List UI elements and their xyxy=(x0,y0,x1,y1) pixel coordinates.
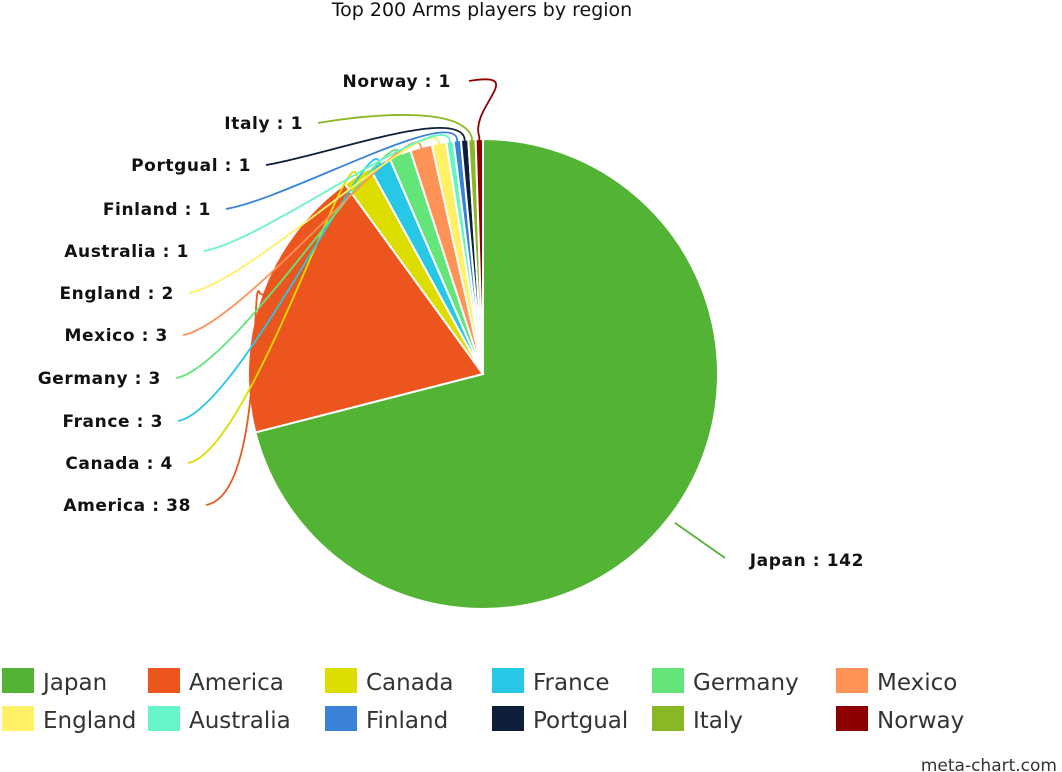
slice-label-canada: Canada : 4 xyxy=(65,454,173,474)
legend-swatch-finland xyxy=(325,706,357,731)
legend-label-england: England xyxy=(43,708,136,734)
slice-label-germany: Germany : 3 xyxy=(38,369,161,389)
leader-line-japan xyxy=(674,522,726,559)
watermark: meta-chart.com xyxy=(921,756,1057,772)
legend-swatch-france xyxy=(492,668,524,693)
legend-label-finland: Finland xyxy=(366,708,448,734)
leader-line-canada xyxy=(187,170,365,464)
legend-swatch-norway xyxy=(836,706,868,731)
legend-label-japan: Japan xyxy=(41,670,107,696)
legend-label-norway: Norway xyxy=(877,708,964,734)
legend-swatch-japan xyxy=(2,668,34,693)
slice-labels: Japan : 142 America : 38 Canada : 4 France … xyxy=(38,72,864,571)
legend-label-portgual: Portgual xyxy=(533,708,628,734)
legend-label-canada: Canada xyxy=(366,670,454,696)
slice-label-finland: Finland : 1 xyxy=(103,200,211,220)
legend-swatch-canada xyxy=(325,668,357,693)
slice-label-norway: Norway : 1 xyxy=(343,72,452,92)
leader-line-italy xyxy=(317,114,474,152)
leader-line-germany xyxy=(175,148,406,379)
pie-slice-japan xyxy=(254,137,719,610)
legend-swatch-mexico xyxy=(836,668,868,693)
label-leader-lines xyxy=(175,78,726,559)
slice-label-mexico: Mexico : 3 xyxy=(65,326,168,346)
leader-line-portgual xyxy=(265,127,467,166)
leader-line-australia xyxy=(203,134,453,252)
leader-line-finland xyxy=(225,131,460,210)
legend-swatch-america xyxy=(148,668,180,693)
legend-label-australia: Australia xyxy=(189,708,291,734)
legend-label-france: France xyxy=(533,670,609,696)
slice-label-england: England : 2 xyxy=(59,284,174,304)
legend-swatch-england xyxy=(2,706,34,731)
legend-label-mexico: Mexico xyxy=(877,670,957,696)
slice-label-italy: Italy : 1 xyxy=(224,114,303,134)
leader-line-norway xyxy=(468,78,497,152)
legend-swatch-australia xyxy=(148,706,180,731)
legend: Japan America Canada France Germany Mexico Eng… xyxy=(2,668,964,734)
leader-line-england xyxy=(188,137,443,294)
legend-swatch-italy xyxy=(652,706,684,731)
slice-label-america: America : 38 xyxy=(63,496,191,516)
legend-label-italy: Italy xyxy=(693,708,743,734)
leader-line-france xyxy=(177,158,386,422)
slice-label-france: France : 3 xyxy=(62,412,163,432)
leader-line-america xyxy=(205,290,274,506)
legend-label-america: America xyxy=(189,670,284,696)
legend-swatch-germany xyxy=(652,668,684,693)
slice-label-portgual: Portgual : 1 xyxy=(131,156,251,176)
pie-slices xyxy=(247,137,719,610)
slice-label-japan: Japan : 142 xyxy=(749,551,864,571)
legend-label-germany: Germany xyxy=(693,670,799,696)
legend-swatch-portgual xyxy=(492,706,524,731)
chart-title: Top 200 Arms players by region xyxy=(331,0,632,21)
slice-label-australia: Australia : 1 xyxy=(64,242,189,262)
